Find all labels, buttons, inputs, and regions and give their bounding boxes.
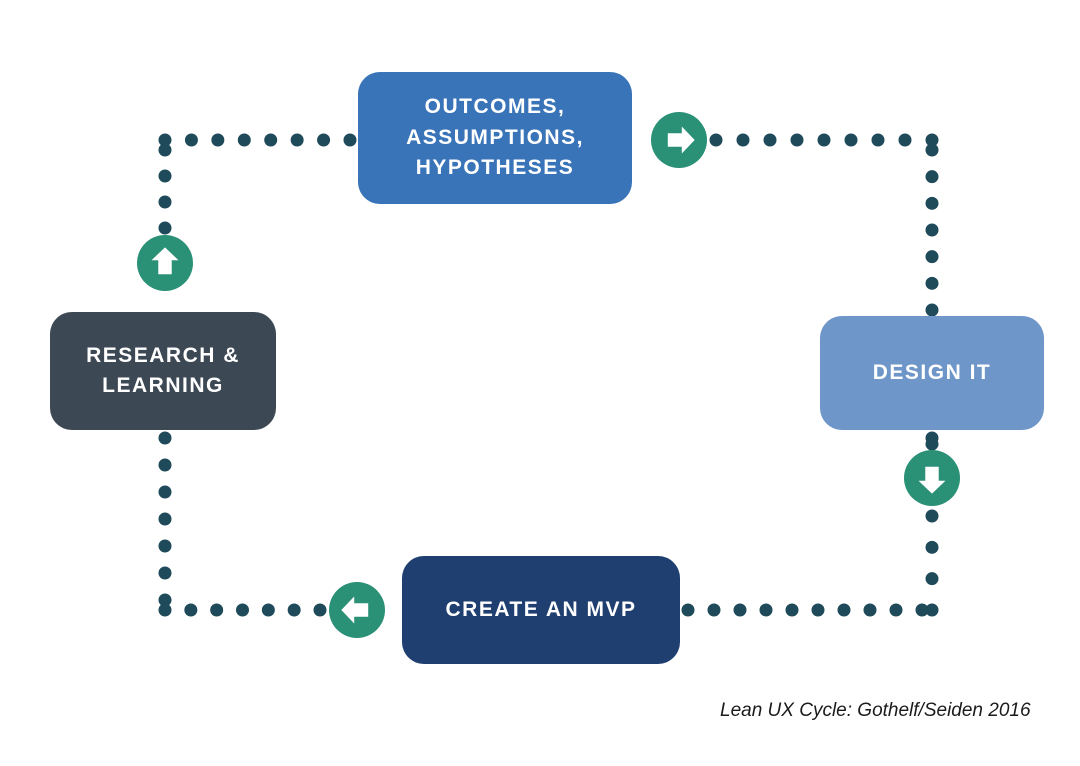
node-outcomes-label: OUTCOMES,ASSUMPTIONS,HYPOTHESES: [406, 92, 584, 183]
arrow-down-icon: [904, 450, 960, 506]
caption-text: Lean UX Cycle: Gothelf/Seiden 2016: [720, 700, 1031, 721]
diagram-stage: OUTCOMES,ASSUMPTIONS,HYPOTHESES DESIGN I…: [0, 0, 1080, 766]
node-research-label: RESEARCH &LEARNING: [86, 341, 240, 402]
node-research: RESEARCH &LEARNING: [50, 312, 276, 430]
node-mvp-label: CREATE AN MVP: [445, 595, 636, 625]
node-outcomes: OUTCOMES,ASSUMPTIONS,HYPOTHESES: [358, 72, 632, 204]
arrow-left-icon: [329, 582, 385, 638]
arrow-up-icon: [137, 235, 193, 291]
node-mvp: CREATE AN MVP: [402, 556, 680, 664]
arrow-right-icon: [651, 112, 707, 168]
node-design-label: DESIGN IT: [873, 358, 992, 388]
node-design: DESIGN IT: [820, 316, 1044, 430]
diagram-caption: Lean UX Cycle: Gothelf/Seiden 2016: [720, 700, 1031, 722]
